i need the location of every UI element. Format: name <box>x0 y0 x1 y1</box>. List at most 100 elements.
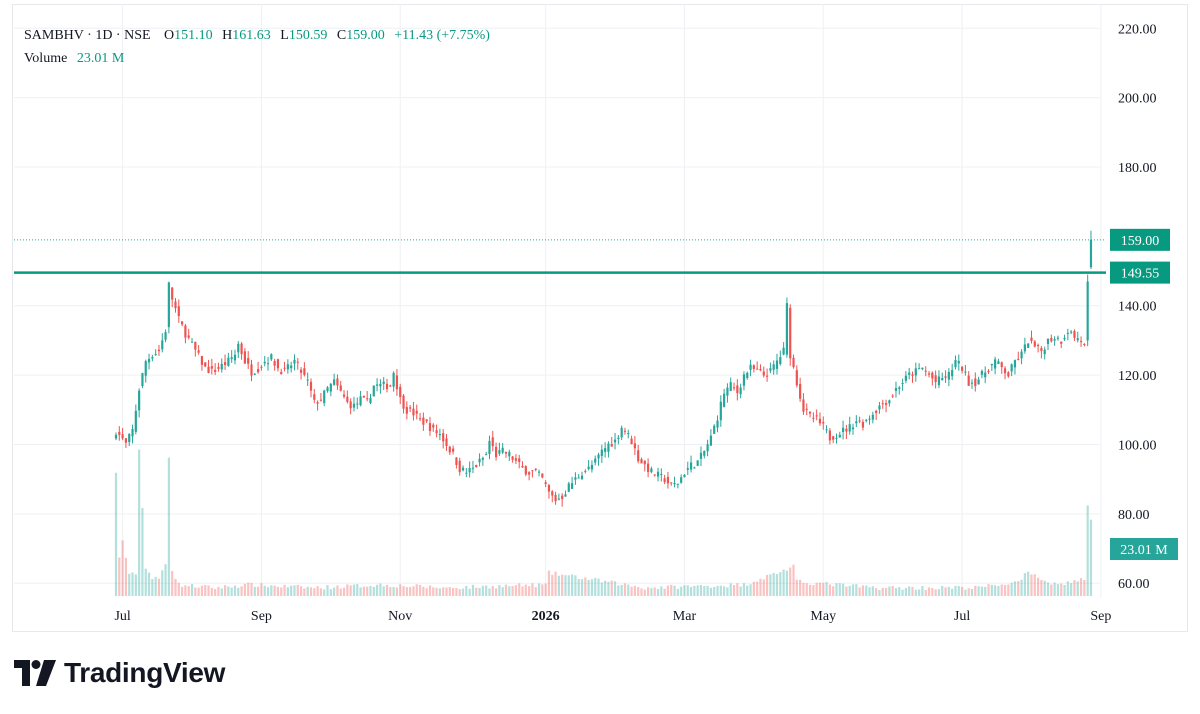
volume-bar <box>207 585 210 596</box>
tradingview-logo[interactable]: TradingView <box>14 655 225 691</box>
volume-bar <box>1079 578 1083 596</box>
volume-bar <box>243 583 246 596</box>
volume-bar <box>339 588 342 596</box>
volume-bar <box>954 585 957 596</box>
candle-body <box>557 498 560 500</box>
volume-bar <box>385 584 389 596</box>
candle-body <box>157 349 161 352</box>
volume-bar <box>260 583 263 596</box>
volume-bar <box>121 540 124 596</box>
volume-bar <box>1066 581 1069 596</box>
volume-bar <box>1063 584 1066 596</box>
volume-bar <box>521 586 524 596</box>
candle-body <box>749 364 752 370</box>
volume-bar <box>779 572 782 596</box>
chart-legend: SAMBHV · 1D · NSE O151.10 H161.63 L150.5… <box>24 24 490 70</box>
volume-bar <box>1033 574 1036 596</box>
volume-bar <box>144 568 147 596</box>
volume-bar <box>276 586 280 596</box>
volume-bar <box>316 586 319 596</box>
candle-body <box>349 401 352 409</box>
volume-bar <box>306 586 309 596</box>
volume-bar <box>1050 584 1053 596</box>
volume-bar <box>253 586 256 596</box>
candle-body <box>941 377 944 381</box>
candle-body <box>782 347 785 355</box>
candle-body <box>240 343 243 355</box>
high-value: 161.63 <box>232 28 271 43</box>
candle-body <box>597 454 600 459</box>
candle-body <box>630 438 633 445</box>
candle-body <box>151 357 154 359</box>
candle-body <box>144 361 147 376</box>
volume-bar <box>210 587 213 596</box>
volume-bar <box>138 449 141 596</box>
candle-body <box>455 457 458 465</box>
candle-body <box>855 421 858 424</box>
volume-bar <box>805 583 808 596</box>
candle-body <box>947 371 950 380</box>
volume-bar <box>891 586 894 596</box>
volume-bar <box>336 585 339 596</box>
resistance-badge: 149.55 <box>1121 267 1160 282</box>
volume-bar <box>911 586 914 596</box>
candle-body <box>789 307 792 359</box>
volume-bar <box>346 584 349 596</box>
volume-bar <box>461 588 465 596</box>
candle-body <box>1043 349 1046 355</box>
candle-body <box>375 384 379 386</box>
volume-bar <box>670 584 673 596</box>
volume-bar <box>1040 580 1043 596</box>
candle-body <box>372 385 375 397</box>
candle-body <box>990 363 993 366</box>
symbol-title[interactable]: SAMBHV · 1D · NSE <box>24 28 151 43</box>
volume-row: Volume 23.01 M <box>24 47 490 70</box>
volume-bar <box>726 587 729 596</box>
candle-body <box>875 410 878 414</box>
volume-bar <box>352 584 356 596</box>
volume-bar <box>257 586 260 596</box>
volume-bar <box>964 589 967 596</box>
volume-bar <box>1007 584 1010 596</box>
candle-body <box>316 402 319 404</box>
volume-bar <box>428 585 432 596</box>
candle-body <box>260 366 263 368</box>
volume-bar <box>947 586 950 596</box>
volume-bar <box>531 583 534 596</box>
candle-body <box>570 483 574 489</box>
y-tick-label: 180.00 <box>1118 161 1157 176</box>
volume-bar <box>296 584 299 596</box>
open-label: O <box>164 28 175 43</box>
volume-bar <box>270 585 273 596</box>
candle-body <box>613 439 617 443</box>
volume-bar <box>957 586 960 596</box>
volume-bar <box>293 585 296 596</box>
axis-labels: 60.00 80.00 100.00 120.00 140.00 180.00 200.00… <box>114 22 1178 624</box>
volume-bar <box>660 586 663 596</box>
candle-body <box>379 383 382 387</box>
volume-bar <box>174 578 177 596</box>
x-tick-label: Jul <box>114 609 130 624</box>
candle-body <box>409 407 412 409</box>
last-price-badge: 159.00 <box>1121 234 1160 249</box>
candle-body <box>607 443 610 452</box>
candle-body <box>765 375 769 377</box>
candle-body <box>329 383 332 392</box>
candle-body <box>670 482 673 484</box>
volume-bar <box>217 586 220 596</box>
candle-body <box>276 359 280 369</box>
candle-body <box>756 368 759 370</box>
candle-body <box>653 474 656 476</box>
candle-body <box>336 378 339 386</box>
candle-body <box>772 364 775 370</box>
candle-body <box>438 434 441 436</box>
volume-bar <box>1086 505 1089 596</box>
candle-body <box>468 468 471 473</box>
volume-bar <box>220 588 223 596</box>
candle-body <box>904 375 907 381</box>
candle-body <box>217 366 220 369</box>
candle-body <box>838 434 841 438</box>
volume-label[interactable]: Volume <box>24 51 68 66</box>
candle-body <box>442 433 445 442</box>
